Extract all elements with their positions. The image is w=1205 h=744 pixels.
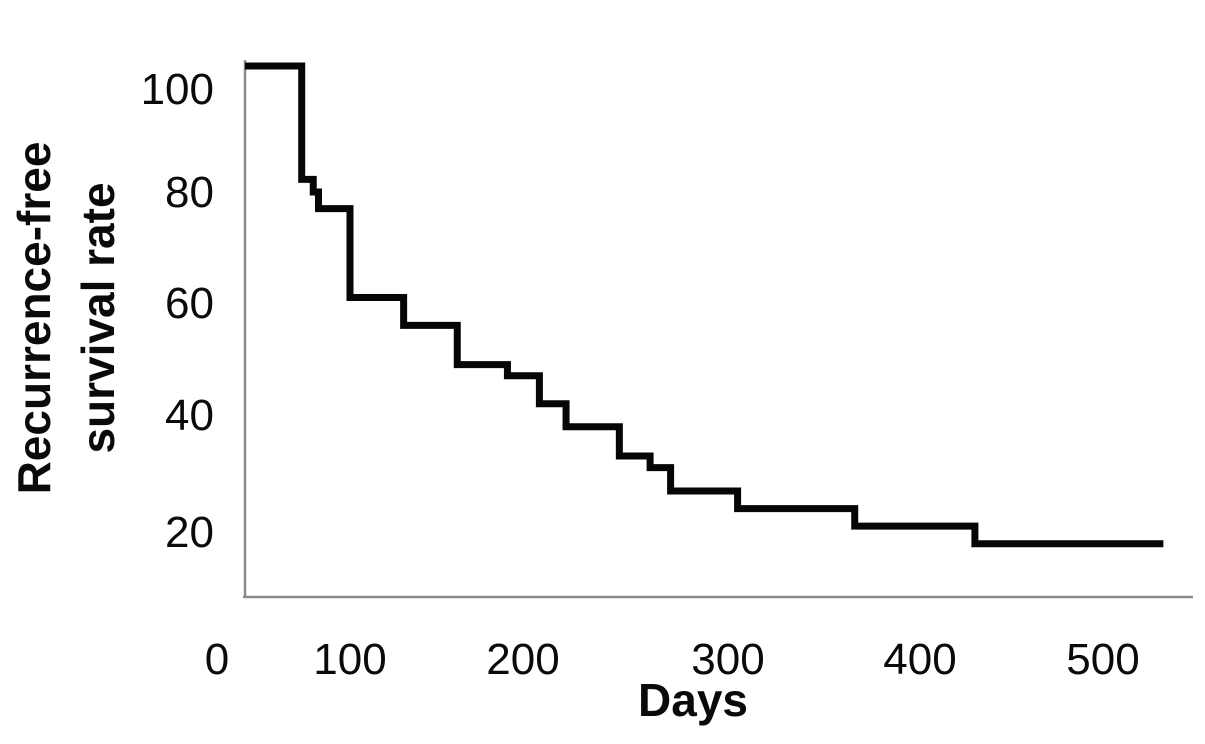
- x-tick-label: 100: [313, 635, 386, 684]
- x-tick-labels: 0 100 200 300 400 500: [205, 635, 1140, 684]
- y-tick-label: 80: [165, 168, 214, 217]
- x-tick-label: 200: [486, 635, 559, 684]
- x-tick-label: 400: [883, 635, 956, 684]
- y-tick-label: 20: [165, 508, 214, 557]
- x-tick-label: 500: [1066, 635, 1139, 684]
- y-axis-title-line-1: Recurrence-free: [8, 142, 60, 495]
- x-axis-title: Days: [638, 674, 748, 726]
- y-tick-label: 60: [165, 279, 214, 328]
- y-axis-title-line-2: survival rate: [72, 182, 124, 453]
- y-tick-label: 40: [165, 391, 214, 440]
- y-tick-labels: 100 80 60 40 20: [141, 65, 214, 557]
- x-tick-label: 0: [205, 635, 229, 684]
- y-tick-label: 100: [141, 65, 214, 114]
- x-tick-label: 300: [691, 635, 764, 684]
- survival-curve-path: [245, 62, 1164, 548]
